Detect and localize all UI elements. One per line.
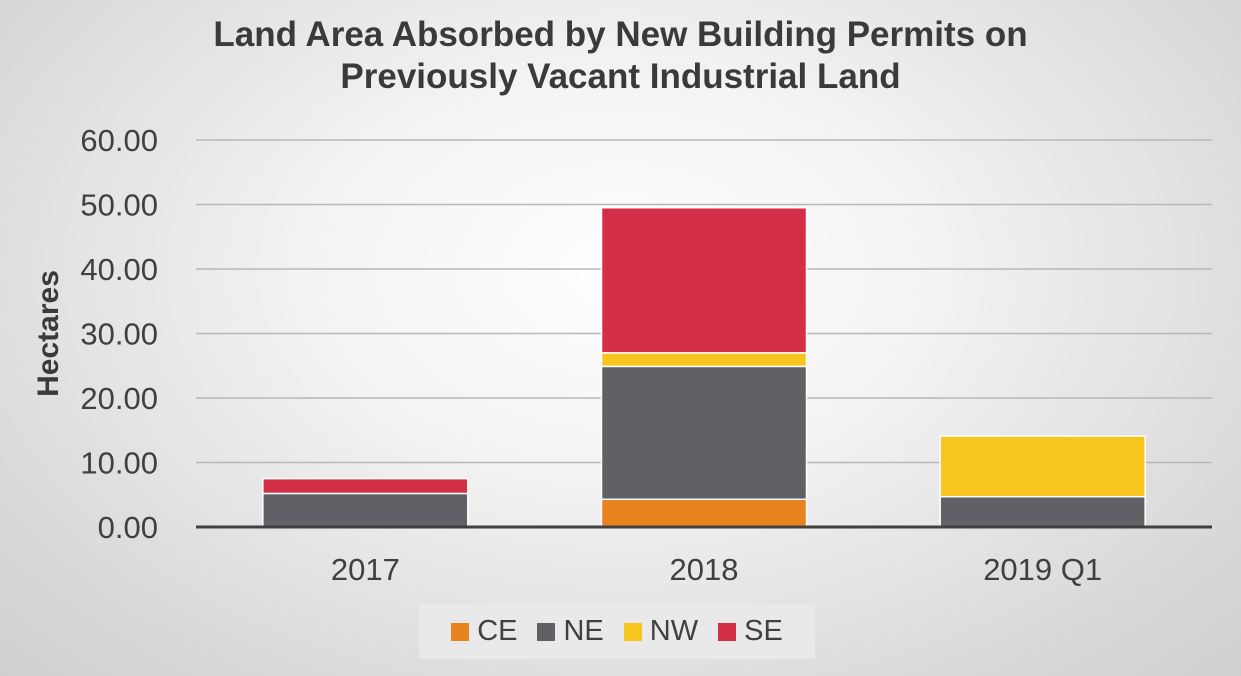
chart-title-line-1: Land Area Absorbed by New Building Permi… (213, 15, 1028, 54)
legend-swatch (623, 622, 642, 641)
legend-item-nw: NW (623, 615, 699, 648)
legend-item-ce: CE (451, 615, 517, 648)
bar-segment-ne (939, 495, 1146, 528)
y-tick-label: 40.00 (80, 252, 158, 287)
x-tick-label: 2017 (331, 552, 400, 587)
bar-segment-nw (939, 435, 1146, 498)
bar-segment-se (262, 477, 469, 495)
bar-segment-ne (262, 492, 469, 528)
x-axis-ticks: 2017 2018 2019 Q1 (331, 552, 1102, 587)
y-tick-label: 10.00 (80, 446, 158, 481)
x-tick-label: 2018 (670, 552, 739, 587)
bar-stacks (262, 206, 1146, 528)
y-tick-label: 0.00 (98, 510, 158, 545)
bar-segment-se (600, 206, 808, 354)
y-axis-label: Hectares (32, 270, 65, 397)
bar-segment-nw (600, 352, 808, 368)
legend-swatch (451, 622, 470, 641)
chart-title: Land Area Absorbed by New Building Permi… (0, 14, 1241, 98)
legend-label: CE (477, 615, 518, 647)
legend-swatch (537, 622, 556, 641)
legend-swatch (718, 622, 737, 641)
legend-item-se: SE (718, 615, 783, 648)
bar-segment-ce (600, 498, 808, 528)
legend-item-ne: NE (537, 615, 604, 648)
legend-label: NE (563, 615, 604, 647)
legend-label: SE (744, 615, 783, 647)
y-tick-label: 20.00 (80, 381, 158, 416)
chart-title-line-2: Previously Vacant Industrial Land (340, 57, 901, 96)
y-axis-ticks: 0.00 10.00 20.00 30.00 40.00 50.00 60.00 (80, 123, 158, 545)
bar-segment-ne (600, 365, 808, 501)
chart-legend: CE NE NW SE (419, 604, 815, 659)
y-tick-label: 50.00 (80, 188, 158, 223)
y-tick-label: 60.00 (80, 123, 158, 158)
y-tick-label: 30.00 (80, 317, 158, 352)
legend-label: NW (649, 615, 699, 647)
x-tick-label: 2019 Q1 (983, 552, 1102, 587)
